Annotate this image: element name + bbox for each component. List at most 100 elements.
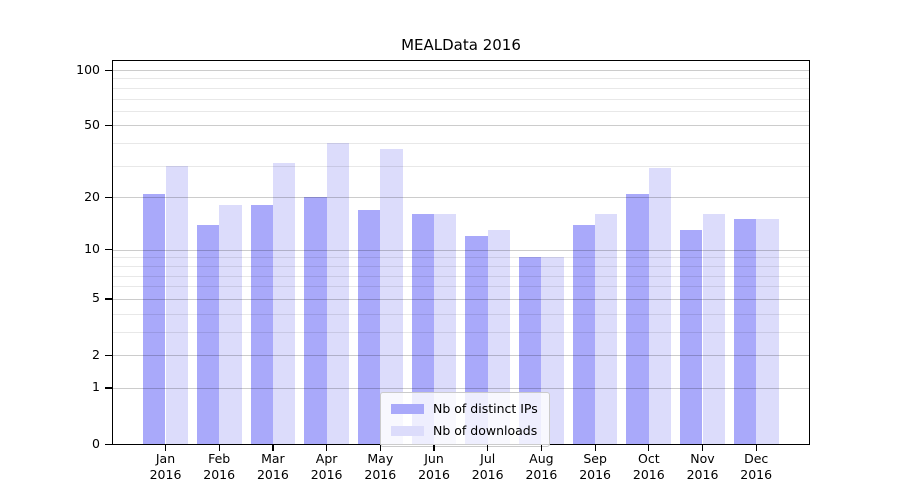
y-tick-label-1: 1: [92, 379, 100, 395]
y-tick-mark-10: [105, 249, 112, 251]
y-tick-mark-2: [105, 354, 112, 356]
bar-ips-mar: [250, 205, 273, 444]
x-tick-label-nov: Nov 2016: [671, 451, 735, 483]
y-tick-label-20: 20: [84, 188, 100, 204]
minor-gridline-70: [113, 98, 809, 100]
x-tick-year: 2016: [632, 467, 665, 482]
y-tick-label-5: 5: [92, 290, 100, 306]
y-tick-mark-0: [105, 443, 112, 445]
major-gridline-50: [113, 125, 809, 127]
x-tick-mark-jun: [433, 445, 435, 451]
x-tick-year: 2016: [203, 467, 236, 482]
bar-downloads-apr: [326, 143, 349, 444]
x-tick-year: 2016: [579, 467, 611, 482]
bar-downloads-feb: [219, 205, 242, 444]
x-tick-year: 2016: [256, 467, 289, 482]
bar-ips-may: [357, 209, 381, 444]
x-tick-label-feb: Feb 2016: [187, 451, 251, 483]
major-gridline-2: [113, 355, 809, 356]
y-tick-label-10: 10: [84, 241, 100, 257]
minor-gridline-4: [113, 313, 809, 315]
minor-gridline-6: [113, 286, 809, 288]
y-tick-label-0: 0: [92, 435, 100, 451]
legend-item-distinct-ips: Nb of distinct IPs: [391, 401, 538, 416]
bar-downloads-jul: [487, 230, 511, 444]
x-tick-year: 2016: [686, 467, 719, 482]
legend: Nb of distinct IPs Nb of downloads: [380, 392, 550, 447]
grid-layer: [113, 61, 809, 444]
bar-downloads-jan: [165, 165, 188, 444]
bar-downloads-may: [380, 149, 403, 444]
bar-ips-feb: [196, 224, 220, 444]
x-tick-label-aug: Aug 2016: [509, 451, 573, 483]
y-tick-label-100: 100: [76, 61, 100, 77]
x-tick-label-oct: Oct 2016: [617, 451, 681, 483]
x-tick-month: May: [367, 451, 394, 466]
x-tick-month: Nov: [690, 451, 715, 466]
x-tick-mark-jul: [487, 445, 489, 451]
x-tick-mark-nov: [701, 445, 704, 451]
x-tick-month: Sep: [583, 451, 607, 466]
bar-ips-oct: [626, 193, 649, 444]
minor-gridline-7: [113, 275, 809, 277]
x-tick-label-dec: Dec 2016: [724, 451, 788, 483]
minor-gridline-30: [113, 165, 809, 167]
x-tick-mark-mar: [272, 445, 274, 451]
x-tick-year: 2016: [740, 467, 773, 482]
y-tick-mark-100: [105, 69, 112, 71]
x-tick-month: Dec: [744, 451, 769, 466]
x-tick-label-apr: Apr 2016: [295, 451, 359, 483]
x-tick-mark-dec: [755, 445, 757, 451]
legend-swatch-downloads: [391, 425, 424, 436]
minor-gridline-90: [113, 78, 809, 80]
bar-downloads-mar: [272, 163, 296, 444]
x-tick-label-jan: Jan 2016: [134, 451, 198, 483]
bar-ips-sep: [572, 224, 596, 444]
x-tick-label-sep: Sep 2016: [563, 451, 627, 483]
bar-downloads-oct: [648, 168, 672, 444]
y-tick-mark-20: [105, 196, 112, 199]
minor-gridline-9: [113, 257, 809, 259]
legend-label-distinct-ips: Nb of distinct IPs: [433, 401, 538, 416]
minor-gridline-40: [113, 143, 809, 145]
x-tick-mark-apr: [326, 445, 328, 451]
major-gridline-5: [113, 298, 809, 300]
y-tick-mark-50: [105, 124, 112, 127]
major-gridline-1: [113, 387, 809, 389]
bar-downloads-sep: [595, 214, 618, 444]
x-tick-label-may: May 2016: [348, 451, 412, 483]
x-tick-month: Jun: [424, 451, 444, 466]
bar-ips-dec: [733, 219, 757, 444]
bar-downloads-jun: [434, 214, 457, 444]
plot-area: Nb of distinct IPs Nb of downloads: [112, 60, 810, 447]
x-tick-label-jun: Jun 2016: [402, 451, 466, 483]
y-tick-label-2: 2: [92, 346, 100, 362]
bar-downloads-nov: [702, 214, 725, 444]
x-tick-label-mar: Mar 2016: [241, 451, 305, 483]
x-tick-month: Mar: [261, 451, 285, 466]
x-tick-mark-sep: [594, 445, 596, 451]
y-tick-label-50: 50: [84, 116, 100, 132]
bar-downloads-dec: [756, 219, 779, 444]
x-tick-month: Aug: [529, 451, 554, 466]
x-tick-year: 2016: [525, 467, 558, 482]
x-tick-mark-jan: [164, 445, 167, 451]
legend-label-downloads: Nb of downloads: [433, 423, 538, 438]
legend-swatch-distinct-ips: [391, 403, 424, 414]
minor-gridline-60: [113, 110, 809, 112]
x-tick-month: Jan: [155, 451, 176, 466]
x-tick-month: Jul: [480, 451, 496, 466]
x-tick-month: Oct: [637, 451, 660, 466]
x-tick-mark-feb: [218, 445, 220, 451]
minor-gridline-80: [113, 87, 809, 89]
x-tick-year: 2016: [471, 467, 504, 482]
bar-ips-jun: [411, 214, 434, 444]
major-gridline-100: [113, 70, 809, 71]
x-tick-mark-may: [379, 445, 381, 451]
legend-item-downloads: Nb of downloads: [391, 423, 538, 438]
minor-gridline-3: [113, 331, 809, 333]
bar-ips-apr: [304, 197, 327, 444]
x-tick-label-jul: Jul 2016: [456, 451, 520, 483]
chart-title: MEALData 2016: [401, 36, 521, 54]
y-tick-mark-1: [105, 387, 112, 389]
